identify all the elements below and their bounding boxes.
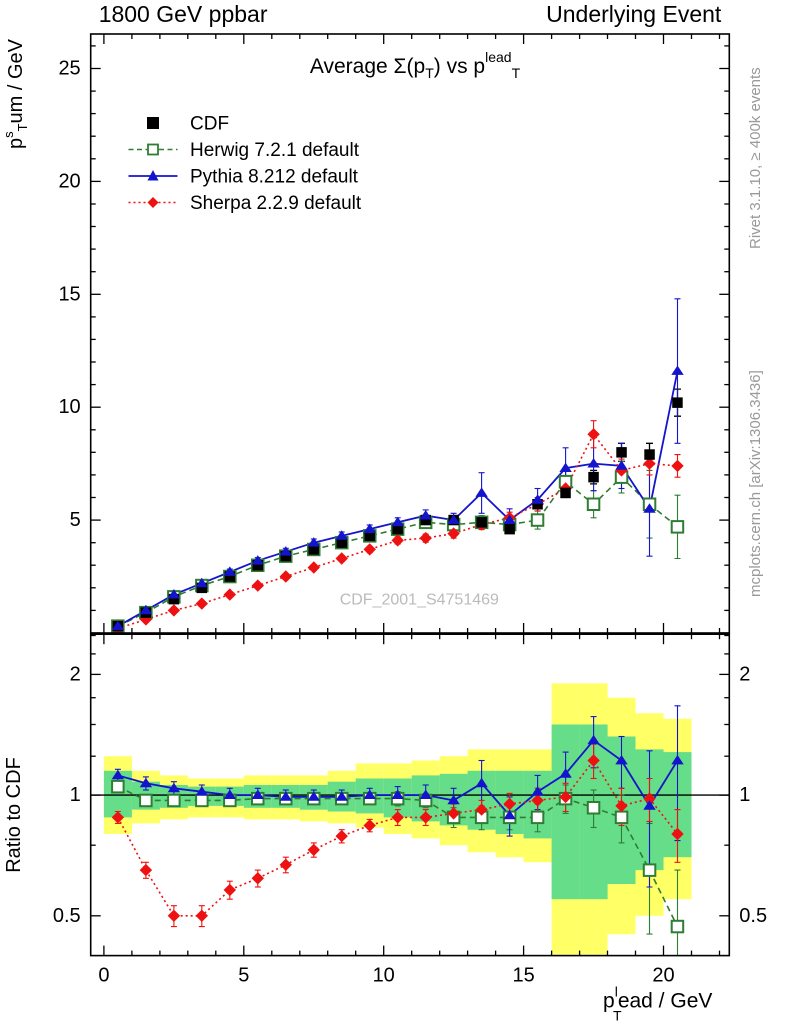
svg-text:Sherpa 2.2.9 default: Sherpa 2.2.9 default (190, 193, 362, 214)
svg-text:5: 5 (70, 509, 81, 531)
svg-text:0.5: 0.5 (53, 905, 81, 927)
svg-text:0: 0 (98, 965, 109, 987)
svg-text:5: 5 (238, 965, 249, 987)
svg-text:Herwig 7.2.1 default: Herwig 7.2.1 default (190, 140, 360, 161)
svg-text:CDF_2001_S4751469: CDF_2001_S4751469 (340, 592, 499, 609)
svg-text:0.5: 0.5 (739, 905, 767, 927)
svg-text:10: 10 (373, 965, 395, 987)
svg-text:15: 15 (58, 283, 80, 305)
svg-text:25: 25 (58, 58, 80, 80)
svg-text:1: 1 (739, 784, 750, 806)
svg-text:Rivet 3.1.10, ≥ 400k events: Rivet 3.1.10, ≥ 400k events (747, 67, 764, 249)
svg-text:1: 1 (70, 784, 81, 806)
svg-text:Ratio to CDF: Ratio to CDF (3, 757, 25, 873)
svg-text:Pythia 8.212 default: Pythia 8.212 default (190, 167, 359, 188)
svg-text:1800 GeV ppbar: 1800 GeV ppbar (99, 1, 268, 27)
svg-text:20: 20 (652, 965, 674, 987)
svg-text:Underlying Event: Underlying Event (546, 1, 722, 27)
svg-text:mcplots.cern.ch [arXiv:1306.34: mcplots.cern.ch [arXiv:1306.3436] (747, 370, 764, 597)
svg-text:10: 10 (58, 396, 80, 418)
svg-text:15: 15 (512, 965, 534, 987)
svg-text:2: 2 (739, 663, 750, 685)
svg-text:2: 2 (70, 663, 81, 685)
svg-text:T: T (613, 1008, 622, 1024)
svg-text:CDF: CDF (190, 114, 229, 135)
svg-text:20: 20 (58, 170, 80, 192)
